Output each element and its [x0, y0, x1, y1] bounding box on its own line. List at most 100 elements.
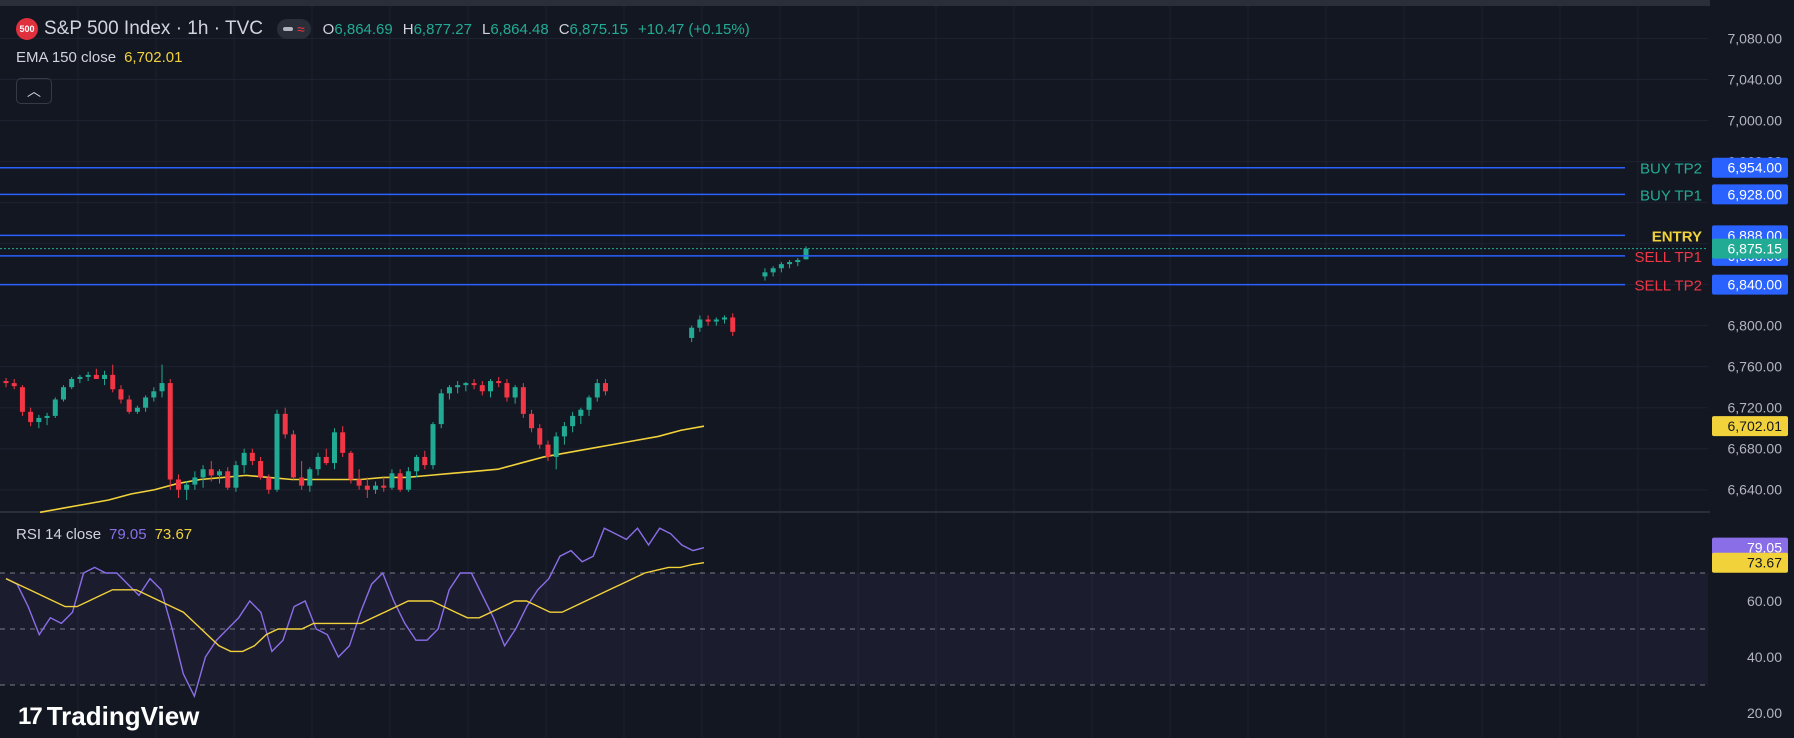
candle-body: [512, 387, 518, 398]
candle-body: [258, 461, 264, 478]
last-price-tag: 6,875.15: [1728, 241, 1783, 257]
candle-body: [594, 383, 600, 398]
rsi-ma-series: [5, 562, 705, 653]
level-price-tag-bg: [1712, 157, 1788, 178]
candle-body: [323, 456, 329, 464]
candle-body: [430, 424, 436, 466]
wave-icon: ≈: [296, 21, 305, 37]
level-label: ENTRY: [1652, 228, 1702, 245]
rsi-tick-label: 60.00: [1747, 593, 1782, 609]
candle-body: [274, 413, 280, 490]
level-label: BUY TP2: [1640, 161, 1702, 178]
candle-body: [331, 432, 337, 464]
rsi-tick-label: 40.00: [1747, 649, 1782, 665]
candle-body: [77, 376, 83, 379]
low-key: L: [481, 20, 491, 38]
symbol-title[interactable]: S&P 500 Index · 1h · TVC: [44, 18, 263, 39]
candle-body: [315, 456, 321, 470]
candle-body: [3, 381, 9, 384]
candle-body: [496, 381, 502, 384]
rsi-ma-tag-bg: [1712, 552, 1788, 573]
candle-body: [11, 383, 17, 387]
rsi-lines: [5, 527, 705, 699]
candle-body: [697, 319, 703, 328]
symbol-legend: 500 S&P 500 Index · 1h · TVC ≈ O6,864.69…: [16, 18, 750, 40]
level-label: BUY TP1: [1640, 187, 1702, 204]
rsi-band: [0, 572, 1708, 686]
candle-body: [290, 434, 296, 478]
candle-body: [438, 393, 444, 425]
candle-body: [463, 383, 469, 386]
candle-body: [143, 397, 149, 408]
ema-name: EMA 150 close: [16, 49, 117, 66]
price-tick-label: 7,000.00: [1728, 113, 1783, 129]
candle-body: [118, 389, 124, 400]
candle-body: [184, 484, 190, 490]
candle-body: [282, 413, 288, 435]
candle-body: [389, 473, 395, 488]
open-key: O: [322, 20, 335, 38]
candle-body: [102, 374, 108, 379]
candle-body: [340, 432, 346, 453]
symbol-status-pill[interactable]: ≈: [276, 19, 311, 39]
candle-body: [520, 387, 526, 414]
candle-body: [192, 477, 198, 485]
candle-body: [803, 248, 809, 260]
candle-body: [455, 385, 461, 388]
open-value: 6,864.69: [334, 20, 393, 38]
tradingview-logo[interactable]: 17 TradingView: [18, 701, 199, 732]
candle-body: [110, 374, 116, 390]
candle-body: [151, 391, 157, 398]
candle-body: [689, 327, 695, 338]
candle-body: [134, 407, 140, 412]
price-tick-label: 6,720.00: [1728, 400, 1783, 416]
collapse-legend-button[interactable]: ︿: [16, 78, 52, 104]
rsi-name: RSI 14 close: [16, 526, 102, 543]
tradingview-logo-icon: 17: [18, 702, 43, 730]
ema-legend[interactable]: EMA 150 close 6,702.01: [16, 49, 182, 66]
candle-body: [381, 485, 387, 488]
candlestick-series: [3, 246, 809, 500]
price-tick-label: 7,080.00: [1728, 31, 1783, 47]
rsi-ma-tag: 73.67: [1747, 555, 1782, 571]
candle-body: [85, 374, 91, 377]
ohlc-values: O6,864.69 H6,877.27 L6,864.48 C6,875.15 …: [323, 21, 750, 38]
candle-body: [36, 417, 42, 423]
candle-body: [52, 399, 58, 416]
price-tick-label: 6,800.00: [1728, 318, 1783, 334]
candle-body: [578, 409, 584, 416]
price-axis[interactable]: 7,080.007,040.007,000.006,960.006,800.00…: [1710, 0, 1794, 738]
candle-body: [356, 479, 362, 486]
candle-body: [167, 383, 173, 480]
candle-body: [553, 436, 559, 457]
candle-body: [364, 485, 370, 490]
last-price-tag-bg: [1712, 238, 1788, 259]
close-key: C: [558, 20, 570, 38]
change-value: +10.47 (+0.15%): [637, 20, 750, 38]
ema-price-tag: 6,702.01: [1728, 418, 1783, 434]
rsi-tick-label: 20.00: [1747, 705, 1782, 721]
rsi-ma-value: 73.67: [154, 526, 193, 543]
candle-body: [241, 452, 247, 466]
dash-icon: [282, 27, 293, 31]
candle-body: [28, 411, 34, 423]
candle-body: [446, 387, 452, 394]
ema-price-tag-bg: [1712, 416, 1788, 437]
level-price-tag-bg: [1712, 184, 1788, 205]
ema-line: [39, 425, 705, 514]
candle-body: [405, 471, 411, 490]
candle-body: [69, 378, 75, 388]
candle-body: [307, 469, 313, 486]
rsi-series: [5, 527, 705, 699]
candle-body: [787, 262, 793, 265]
candle-body: [159, 383, 165, 392]
candle-body: [602, 383, 608, 392]
symbol-badge: 500: [16, 18, 38, 40]
candle-body: [266, 477, 272, 490]
rsi-legend[interactable]: RSI 14 close 79.05 73.67: [16, 526, 192, 543]
axis-background: [1710, 0, 1794, 738]
level-price-tag: 6,954.00: [1728, 160, 1783, 176]
candle-body: [299, 477, 305, 486]
